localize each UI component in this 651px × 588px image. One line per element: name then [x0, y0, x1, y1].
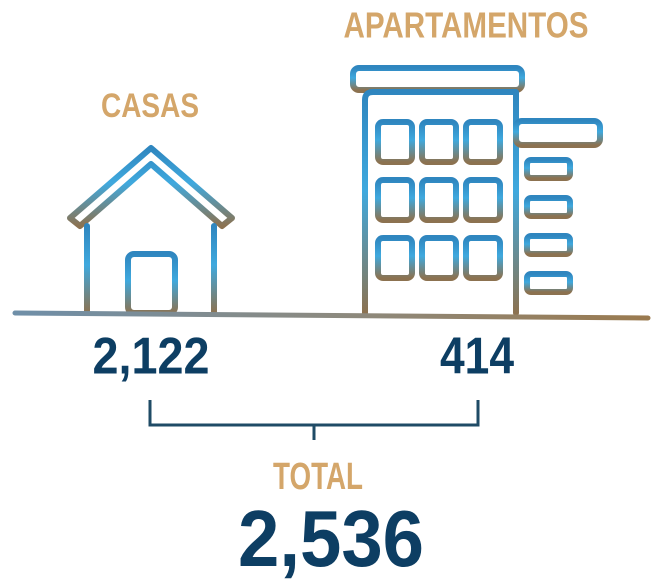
- house-icon: [67, 145, 235, 316]
- building-icon: [350, 65, 603, 316]
- item-label: CASAS: [101, 87, 199, 125]
- bracket: [148, 400, 480, 440]
- item-value: 2,122: [93, 328, 210, 386]
- item-value: 414: [440, 328, 514, 386]
- item-label: APARTAMENTOS: [344, 5, 589, 46]
- ground-line: [12, 310, 651, 321]
- total-value: 2,536: [238, 494, 424, 583]
- total-label: TOTAL: [273, 456, 363, 498]
